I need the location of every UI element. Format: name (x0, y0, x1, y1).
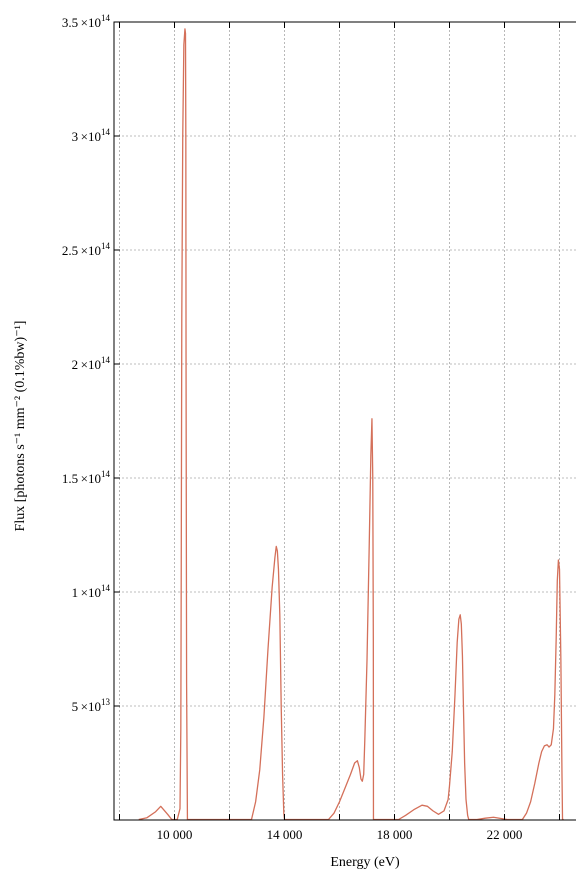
grid (114, 22, 576, 820)
y-tick-label: 2.5 ×1014 (62, 241, 111, 258)
x-tick-label: 14 000 (267, 827, 303, 842)
plot-frame (113, 21, 576, 821)
series-line-1 (138, 28, 564, 821)
x-tick-label: 18 000 (377, 827, 413, 842)
x-tick-labels: 10 000 14 000 18 000 22 000 (157, 827, 523, 842)
y-tick-labels: 5 ×1013 1 ×1014 1.5 ×1014 2 ×1014 2.5 ×1014 3… (62, 13, 111, 714)
x-tick-label: 10 000 (157, 827, 193, 842)
y-tick-label: 3 ×1014 (72, 127, 111, 144)
x-axis-title: Energy (eV) (330, 855, 400, 870)
y-tick-label: 1.5 ×1014 (62, 469, 111, 486)
y-tick-label: 2 ×1014 (72, 355, 111, 372)
y-tick-label: 3.5 ×1014 (62, 13, 111, 30)
y-axis-title: Flux [photons s⁻¹ mm⁻² (0.1%bw)⁻¹] (13, 321, 28, 532)
y-tick-label: 5 ×1013 (72, 697, 111, 714)
y-tick-label: 1 ×1014 (72, 583, 111, 600)
ticks (114, 21, 560, 820)
series-layer (138, 28, 564, 821)
x-tick-label: 22 000 (487, 827, 523, 842)
